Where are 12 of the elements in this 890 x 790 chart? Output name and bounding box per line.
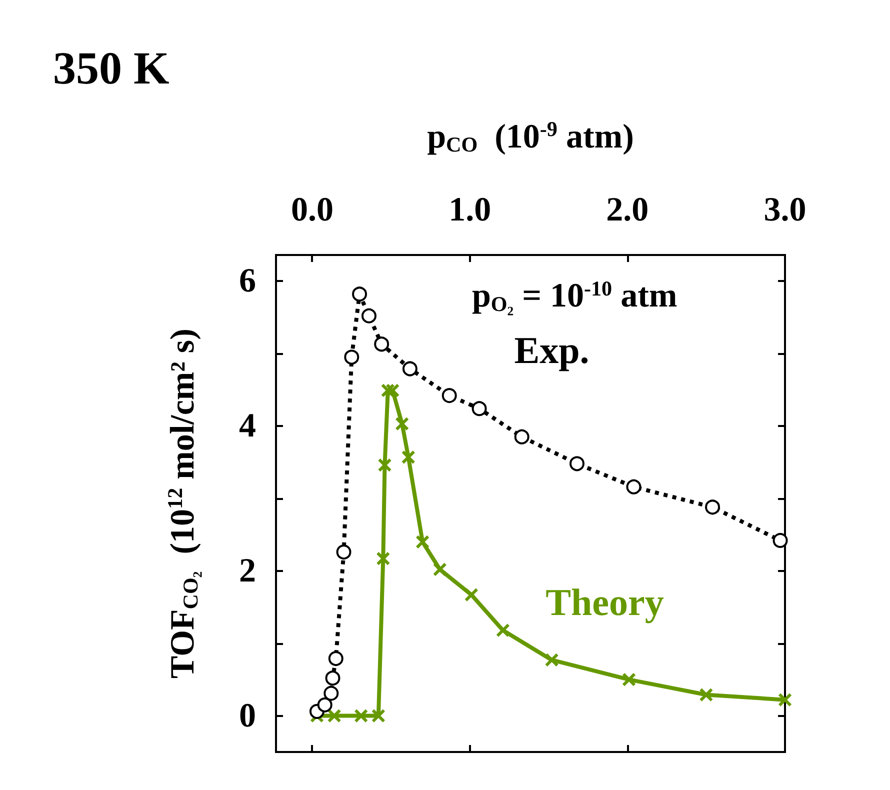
y-tick-label: 4: [239, 407, 256, 444]
y-tick-label: 2: [239, 552, 256, 590]
y-axis-title: TOFCO₂ (1012 mol/cm² s): [163, 328, 202, 678]
series-label: Theory: [546, 582, 664, 624]
chart-title: 350 K: [53, 42, 170, 94]
y-tick-label: 6: [239, 262, 256, 300]
x-tick-label: 1.0: [448, 192, 492, 228]
x-tick-label: 2.0: [606, 192, 649, 228]
x-tick-label: 3.0: [764, 192, 806, 228]
x-tick-label: 0.0: [290, 192, 334, 228]
y-tick-label: 0: [239, 697, 256, 734]
series-label: Exp.: [514, 330, 590, 372]
